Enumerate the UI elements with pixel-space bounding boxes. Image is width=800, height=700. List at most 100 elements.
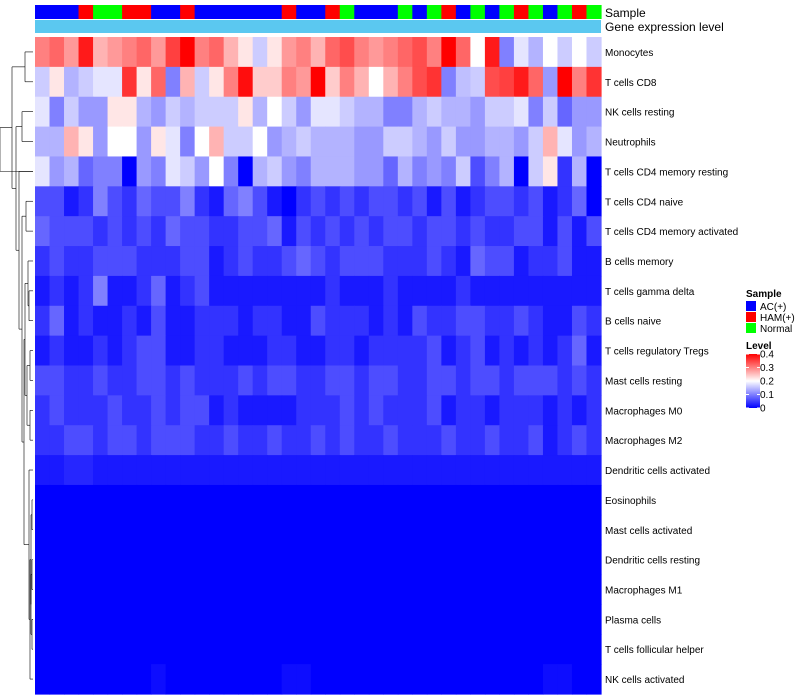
heatmap-cell (35, 305, 51, 337)
heatmap-cell (354, 574, 370, 606)
heatmap-cell (209, 395, 225, 426)
heatmap-cell (136, 126, 152, 158)
heatmap-cell (586, 544, 602, 576)
heatmap-cell (586, 574, 602, 606)
heatmap-cell (64, 305, 80, 337)
heatmap-cell (455, 186, 471, 217)
heatmap-cell (557, 514, 573, 546)
row-label: Neutrophils (605, 138, 656, 149)
colorbar-tick-label: 0.3 (760, 363, 774, 374)
heatmap-cell (64, 604, 80, 635)
heatmap-cell (455, 634, 471, 665)
heatmap-cell (354, 514, 370, 546)
heatmap-cell (165, 275, 181, 307)
heatmap-cell (296, 96, 312, 128)
heatmap-cell (455, 66, 471, 98)
heatmap-cell (107, 156, 123, 187)
heatmap-cell (484, 574, 501, 606)
heatmap-cell (325, 335, 341, 367)
heatmap-cell (252, 514, 268, 546)
heatmap-cell (267, 455, 283, 486)
heatmap-cell (136, 395, 152, 426)
heatmap-cell (180, 156, 196, 187)
heatmap-cell (441, 335, 457, 367)
heatmap-cell (296, 275, 312, 307)
heatmap-cell (586, 514, 602, 546)
heatmap-cell (107, 37, 123, 68)
heatmap-cell (223, 574, 239, 606)
heatmap-cell (528, 604, 544, 635)
heatmap-cell (499, 664, 515, 695)
heatmap-cell (470, 305, 486, 337)
heatmap-cell (281, 395, 297, 426)
heatmap-cell (136, 37, 152, 68)
heatmap-cell (354, 275, 370, 307)
heatmap-cell (252, 484, 268, 516)
heatmap-cell (354, 37, 370, 68)
heatmap-cell (441, 604, 457, 635)
heatmap-cell (252, 664, 268, 695)
heatmap-cell (470, 156, 486, 187)
heatmap-cell (209, 305, 225, 337)
heatmap-cell (470, 96, 486, 128)
heatmap-cell (484, 395, 501, 426)
heatmap-cell (368, 66, 384, 98)
heatmap-cell (397, 335, 413, 367)
heatmap-cell (310, 66, 326, 98)
heatmap-cell (296, 216, 312, 247)
heatmap-cell (571, 484, 588, 516)
heatmap-cell (397, 574, 413, 606)
heatmap-cell (354, 604, 370, 635)
heatmap-cell (209, 37, 225, 68)
row-label: T cells CD4 memory resting (605, 167, 728, 178)
heatmap-cell (165, 574, 181, 606)
sample-annotation-cell (310, 5, 326, 19)
heatmap-cell (107, 514, 123, 546)
heatmap-cell (78, 186, 94, 217)
heatmap-cell (64, 395, 80, 426)
heatmap-cell (238, 186, 254, 217)
heatmap-cell (455, 156, 471, 187)
heatmap-cell (194, 365, 210, 396)
heatmap-cell (165, 365, 181, 396)
heatmap-cell (180, 96, 196, 128)
heatmap-cell (180, 395, 196, 426)
heatmap-cell (35, 156, 51, 187)
heatmap-cell (571, 664, 588, 695)
sample-annotation-cell (484, 5, 501, 19)
heatmap-cell (165, 425, 181, 456)
heatmap-cell (136, 425, 152, 456)
heatmap-cell (35, 335, 51, 367)
heatmap-cell (49, 664, 65, 695)
heatmap-cell (412, 664, 428, 695)
heatmap-cell (107, 96, 123, 128)
heatmap-cell (528, 246, 544, 277)
heatmap-cell (310, 216, 326, 247)
heatmap-cell (470, 455, 486, 486)
heatmap-cell (194, 634, 210, 665)
heatmap-cell (455, 37, 471, 68)
heatmap-cell (238, 514, 254, 546)
heatmap-cell (35, 365, 51, 396)
heatmap-cell (354, 634, 370, 665)
heatmap-cell (499, 335, 515, 367)
heatmap-cell (93, 96, 109, 128)
heatmap-cell (151, 395, 167, 426)
heatmap-cell (136, 275, 152, 307)
colorbar-ticks: 0.4 0.3 0.2 0.1 0 (746, 350, 774, 415)
heatmap-cell (557, 246, 573, 277)
heatmap-cell (209, 484, 225, 516)
heatmap-cell (499, 514, 515, 546)
heatmap-cell (412, 96, 428, 128)
heatmap-cell (107, 275, 123, 307)
heatmap-cell (49, 126, 65, 158)
heatmap-cell (296, 365, 312, 396)
heatmap-cell (470, 664, 486, 695)
heatmap-cell (557, 156, 573, 187)
heatmap-cell (93, 395, 109, 426)
heatmap-cell (281, 544, 297, 576)
heatmap-cell (122, 156, 138, 187)
row-labels: Monocytes T cells CD8 NK cells resting Neut… (605, 48, 738, 686)
heatmap-cell (252, 425, 268, 456)
heatmap-cell (78, 156, 94, 187)
